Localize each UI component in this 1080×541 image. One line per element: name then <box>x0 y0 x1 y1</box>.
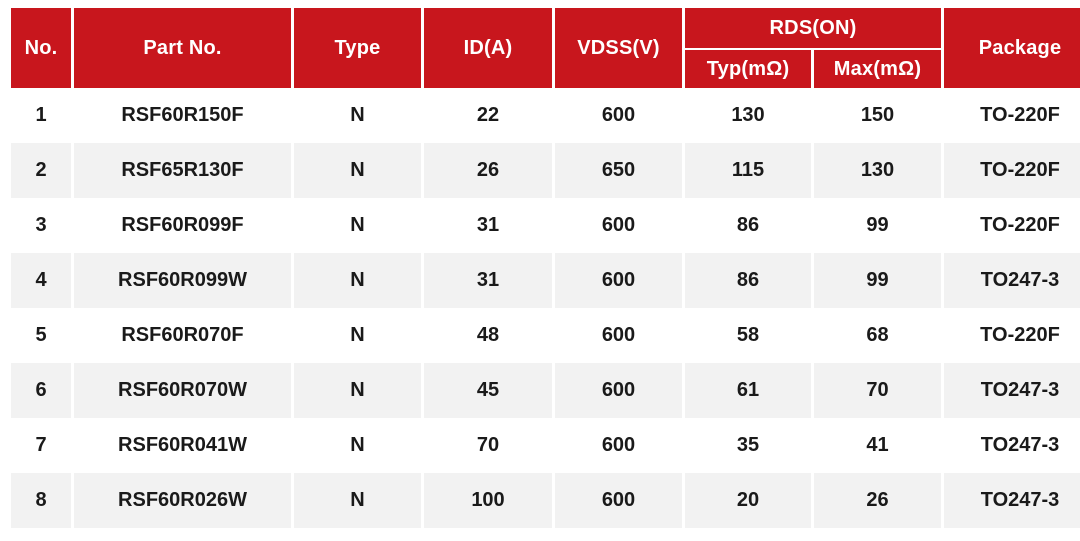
cell-no: 8 <box>11 473 71 528</box>
cell-rds-typ: 35 <box>685 418 811 473</box>
cell-rds-max: 70 <box>814 363 942 418</box>
cell-type: N <box>294 88 421 143</box>
table-row: 7 RSF60R041W N 70 600 35 41 TO247-3 <box>11 418 1080 473</box>
table-row: 4 RSF60R099W N 31 600 86 99 TO247-3 <box>11 253 1080 308</box>
table-row: 5 RSF60R070F N 48 600 58 68 TO-220F <box>11 308 1080 363</box>
cell-vdss-v: 600 <box>555 418 682 473</box>
cell-vdss-v: 650 <box>555 143 682 198</box>
cell-vdss-v: 600 <box>555 473 682 528</box>
cell-vdss-v: 600 <box>555 88 682 143</box>
cell-type: N <box>294 198 421 253</box>
cell-vdss-v: 600 <box>555 363 682 418</box>
header-rds-on-group: RDS(ON) <box>685 8 942 50</box>
cell-rds-max: 99 <box>814 253 942 308</box>
table-header: No. Part No. Type ID(A) VDSS(V) RDS(ON) … <box>11 8 1080 88</box>
cell-id-a: 22 <box>424 88 552 143</box>
cell-id-a: 100 <box>424 473 552 528</box>
cell-id-a: 45 <box>424 363 552 418</box>
cell-rds-max: 150 <box>814 88 942 143</box>
cell-rds-typ: 86 <box>685 198 811 253</box>
cell-part-no: RSF60R099F <box>74 198 291 253</box>
cell-package: TO-220F <box>944 308 1080 363</box>
cell-type: N <box>294 253 421 308</box>
cell-type: N <box>294 143 421 198</box>
table-row: 8 RSF60R026W N 100 600 20 26 TO247-3 <box>11 473 1080 528</box>
cell-package: TO-220F <box>944 198 1080 253</box>
cell-part-no: RSF60R070F <box>74 308 291 363</box>
cell-rds-max: 130 <box>814 143 942 198</box>
cell-part-no: RSF60R150F <box>74 88 291 143</box>
cell-package: TO-220F <box>944 88 1080 143</box>
cell-rds-typ: 130 <box>685 88 811 143</box>
cell-vdss-v: 600 <box>555 308 682 363</box>
table-body: 1 RSF60R150F N 22 600 130 150 TO-220F 2 RSF65R130… <box>11 88 1080 528</box>
cell-type: N <box>294 308 421 363</box>
cell-part-no: RSF60R099W <box>74 253 291 308</box>
cell-package: TO-220F <box>944 143 1080 198</box>
cell-no: 7 <box>11 418 71 473</box>
cell-package: TO247-3 <box>944 363 1080 418</box>
header-rds-max: Max(mΩ) <box>814 50 942 88</box>
cell-type: N <box>294 418 421 473</box>
cell-vdss-v: 600 <box>555 253 682 308</box>
cell-id-a: 48 <box>424 308 552 363</box>
cell-package: TO247-3 <box>944 473 1080 528</box>
cell-vdss-v: 600 <box>555 198 682 253</box>
mosfet-spec-table: No. Part No. Type ID(A) VDSS(V) RDS(ON) … <box>8 8 1080 528</box>
header-type: Type <box>294 8 421 88</box>
cell-rds-max: 68 <box>814 308 942 363</box>
cell-no: 2 <box>11 143 71 198</box>
cell-rds-typ: 86 <box>685 253 811 308</box>
cell-id-a: 26 <box>424 143 552 198</box>
header-rds-typ: Typ(mΩ) <box>685 50 811 88</box>
cell-part-no: RSF65R130F <box>74 143 291 198</box>
cell-no: 6 <box>11 363 71 418</box>
cell-no: 4 <box>11 253 71 308</box>
cell-part-no: RSF60R026W <box>74 473 291 528</box>
table-row: 2 RSF65R130F N 26 650 115 130 TO-220F <box>11 143 1080 198</box>
table-row: 6 RSF60R070W N 45 600 61 70 TO247-3 <box>11 363 1080 418</box>
cell-type: N <box>294 473 421 528</box>
header-package: Package <box>944 8 1080 88</box>
cell-rds-max: 99 <box>814 198 942 253</box>
header-id-a: ID(A) <box>424 8 552 88</box>
cell-id-a: 31 <box>424 198 552 253</box>
cell-no: 3 <box>11 198 71 253</box>
cell-package: TO247-3 <box>944 418 1080 473</box>
cell-id-a: 70 <box>424 418 552 473</box>
cell-id-a: 31 <box>424 253 552 308</box>
header-no: No. <box>11 8 71 88</box>
table-row: 1 RSF60R150F N 22 600 130 150 TO-220F <box>11 88 1080 143</box>
cell-rds-max: 26 <box>814 473 942 528</box>
cell-part-no: RSF60R041W <box>74 418 291 473</box>
cell-rds-max: 41 <box>814 418 942 473</box>
cell-rds-typ: 61 <box>685 363 811 418</box>
cell-type: N <box>294 363 421 418</box>
cell-no: 5 <box>11 308 71 363</box>
table-row: 3 RSF60R099F N 31 600 86 99 TO-220F <box>11 198 1080 253</box>
cell-rds-typ: 58 <box>685 308 811 363</box>
cell-rds-typ: 115 <box>685 143 811 198</box>
header-vdss-v: VDSS(V) <box>555 8 682 88</box>
header-part-no: Part No. <box>74 8 291 88</box>
cell-part-no: RSF60R070W <box>74 363 291 418</box>
cell-package: TO247-3 <box>944 253 1080 308</box>
cell-no: 1 <box>11 88 71 143</box>
cell-rds-typ: 20 <box>685 473 811 528</box>
